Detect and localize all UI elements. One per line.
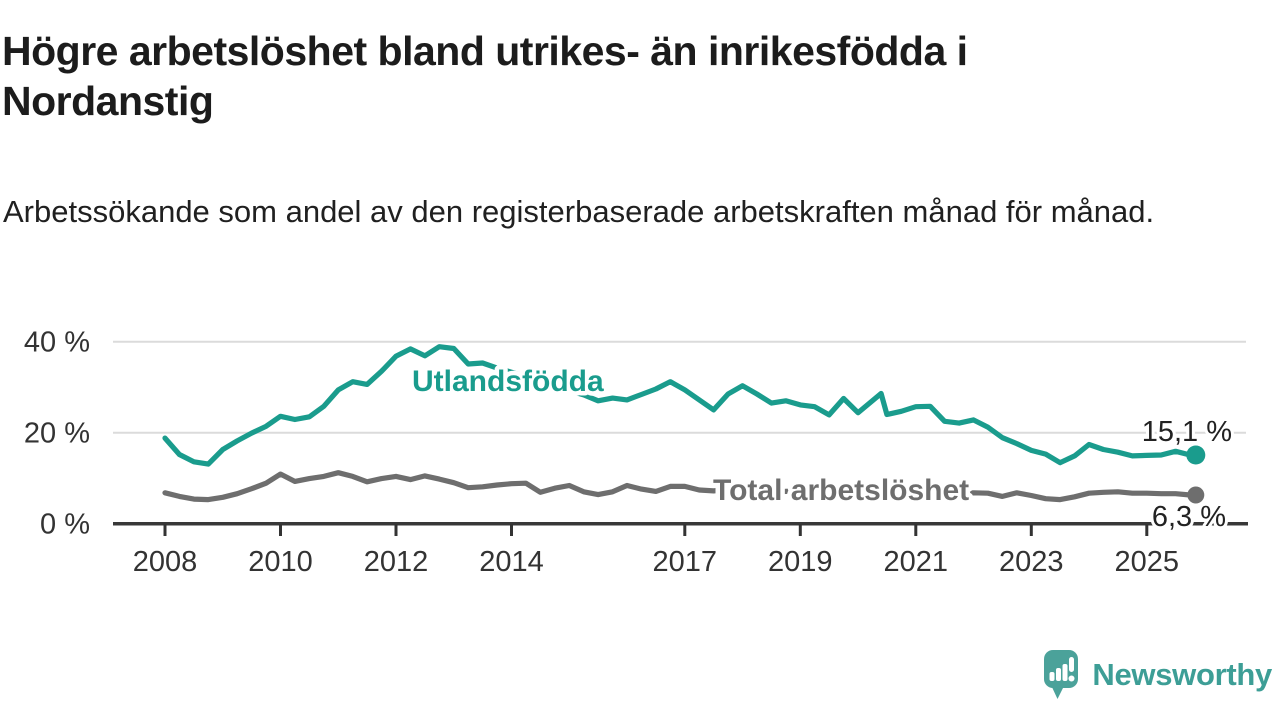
series-end-dot <box>1187 486 1205 504</box>
y-tick-label: 0 % <box>40 509 90 541</box>
speech-bubble-bar-chart-icon <box>1044 650 1079 699</box>
x-tick-label: 2010 <box>248 546 313 578</box>
series-end-dot <box>1186 445 1206 465</box>
x-tick-label: 2023 <box>999 546 1064 578</box>
series-lines <box>162 344 1206 504</box>
chart-subtitle: Arbetssökande som andel av den registerb… <box>3 194 1155 229</box>
x-axis <box>113 521 1248 536</box>
y-tick-label: 40 % <box>24 327 90 359</box>
gridlines <box>113 340 1246 434</box>
x-tick-label: 2008 <box>133 546 198 578</box>
y-tick-label: 20 % <box>24 418 90 450</box>
series-label-utlandsfodda: Utlandsfödda <box>412 365 604 398</box>
axis-tick-labels: 2008 2010 2012 2014 2017 2019 2021 2023 2025 0 % 2… <box>24 327 1179 578</box>
series-label-total-arbetsloshet: Total arbetslöshet <box>713 474 969 507</box>
end-value-label-total: 6,3 % <box>1152 501 1226 533</box>
series-line-total <box>162 470 1199 503</box>
x-tick-label: 2019 <box>768 546 833 578</box>
newsworthy-logo[interactable]: Newsworthy <box>1043 649 1272 700</box>
x-tick-label: 2025 <box>1115 546 1180 578</box>
end-value-label-utlandsfodda: 15,1 % <box>1142 416 1232 448</box>
x-tick-label: 2017 <box>653 546 718 578</box>
x-tick-label: 2014 <box>479 546 544 578</box>
x-tick-label: 2012 <box>364 546 429 578</box>
x-tick-label: 2021 <box>884 546 949 578</box>
chart-title: Högre arbetslöshet bland utrikes- än inr… <box>2 28 968 125</box>
newsworthy-brand-name: Newsworthy <box>1092 656 1272 692</box>
series-line-utlandsfodda <box>162 344 1199 467</box>
